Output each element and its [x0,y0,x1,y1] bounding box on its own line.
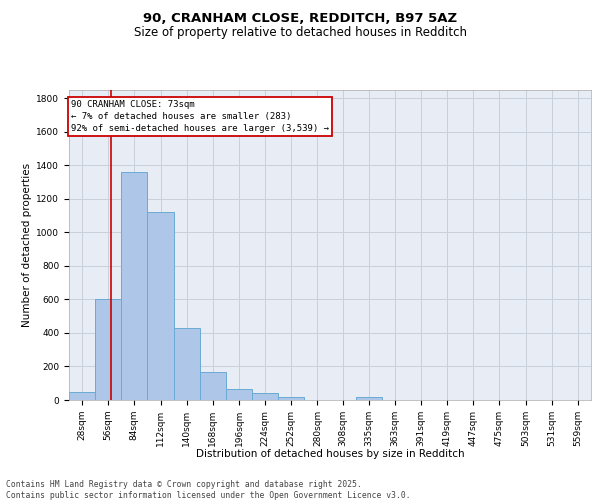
Text: 90 CRANHAM CLOSE: 73sqm
← 7% of detached houses are smaller (283)
92% of semi-de: 90 CRANHAM CLOSE: 73sqm ← 7% of detached… [71,100,329,132]
Bar [121,172,148,400]
Y-axis label: Number of detached properties: Number of detached properties [22,163,32,327]
Bar [252,394,278,400]
Text: Contains HM Land Registry data © Crown copyright and database right 2025.
Contai: Contains HM Land Registry data © Crown c… [6,480,410,500]
Bar [356,396,382,400]
Bar [95,300,121,400]
Bar [69,392,95,400]
Text: Size of property relative to detached houses in Redditch: Size of property relative to detached ho… [133,26,467,39]
X-axis label: Distribution of detached houses by size in Redditch: Distribution of detached houses by size … [196,449,464,459]
Bar [226,389,252,400]
Bar [148,212,173,400]
Bar [278,398,304,400]
Text: 90, CRANHAM CLOSE, REDDITCH, B97 5AZ: 90, CRANHAM CLOSE, REDDITCH, B97 5AZ [143,12,457,26]
Bar [200,372,226,400]
Bar [173,328,200,400]
